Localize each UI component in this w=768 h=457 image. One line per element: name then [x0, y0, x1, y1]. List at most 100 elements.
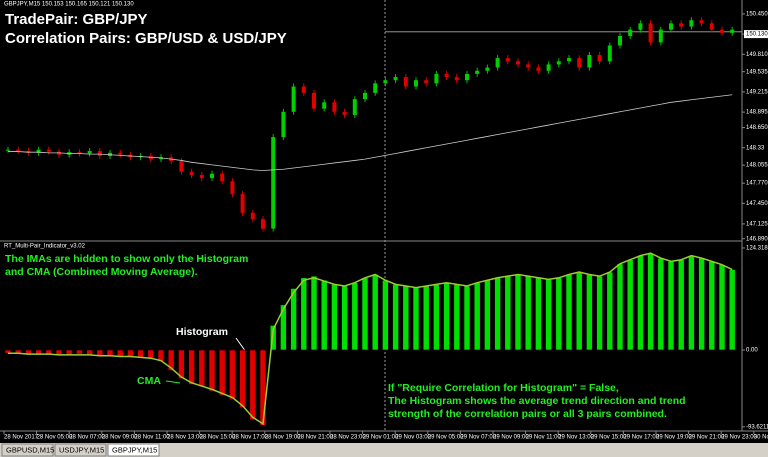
time-label: 29 Nov 07:00 — [460, 435, 496, 441]
histogram-bar — [616, 263, 624, 351]
candle — [352, 99, 357, 115]
time-label: 28 Nov 11:00 — [134, 435, 170, 441]
candle — [393, 77, 398, 81]
histogram-bar — [259, 349, 267, 426]
cma-label: CMA — [137, 375, 161, 387]
candle — [628, 29, 633, 36]
candle — [434, 73, 439, 84]
price-tick-label: 150.130 — [746, 32, 768, 38]
time-label: 29 Nov 15:00 — [591, 435, 627, 441]
histogram-bar — [463, 285, 471, 351]
histogram-bar — [127, 349, 134, 357]
histogram-label: Histogram — [176, 326, 228, 338]
indicator-name: RT_Multi-Pair_Indicator_v3.02 — [4, 244, 86, 250]
histogram-bar — [667, 261, 675, 351]
histogram-bar — [728, 269, 736, 351]
histogram-bar — [382, 279, 389, 351]
time-label: 29 Nov 11:00 — [526, 435, 562, 441]
candle — [669, 23, 673, 30]
candle — [444, 73, 449, 78]
tab[interactable] — [1, 443, 54, 457]
candle — [46, 149, 51, 152]
histogram-bar — [524, 275, 532, 351]
time-label: 28 Nov 09:00 — [102, 435, 138, 441]
candle — [526, 64, 531, 68]
histogram-bar — [402, 285, 410, 351]
candle — [210, 173, 214, 179]
price-highlight — [744, 30, 768, 39]
price-tick-label: 148.055 — [746, 163, 768, 169]
histogram-bar — [371, 274, 379, 351]
candle — [618, 36, 622, 46]
price-tick-label: 149.215 — [746, 89, 768, 95]
candle — [281, 111, 286, 138]
candle — [240, 193, 245, 213]
indicator-tick-label: -93.62118 — [746, 424, 768, 430]
candle — [342, 111, 347, 115]
time-label: 29 Nov 01:00 — [363, 435, 399, 441]
histogram-bar — [188, 349, 195, 385]
histogram-bar — [433, 284, 440, 351]
candle — [230, 181, 235, 194]
candle — [679, 23, 684, 27]
histogram-bar — [45, 349, 53, 356]
histogram-bar — [596, 275, 603, 351]
tab-label[interactable]: GBPJPY,M15 — [112, 445, 157, 454]
candle — [403, 77, 408, 87]
price-tick-label: 147.125 — [746, 221, 768, 227]
title: TradePair: GBP/JPY — [5, 11, 148, 28]
candle — [189, 171, 194, 175]
candle — [16, 149, 21, 151]
histogram-bar — [239, 349, 246, 408]
histogram-bar — [657, 257, 665, 351]
histogram-bar — [249, 349, 257, 421]
time-label: 29 Nov 21:00 — [689, 435, 725, 441]
tab-bar — [0, 443, 768, 457]
tab-label[interactable]: GBPUSD,M15 — [6, 445, 54, 454]
histogram-bar — [443, 282, 450, 351]
histogram-bar — [106, 349, 114, 357]
candle — [587, 54, 592, 68]
histogram-bar — [626, 259, 634, 351]
price-tick-label: 148.650 — [746, 125, 768, 131]
candle — [495, 58, 500, 68]
time-label: 28 Nov 17:00 — [232, 435, 268, 441]
candle — [607, 45, 612, 62]
time-label: 29 Nov 05:00 — [428, 435, 464, 441]
tab[interactable] — [107, 443, 160, 457]
histogram-bar — [718, 264, 726, 351]
tab[interactable] — [54, 443, 107, 457]
candle — [36, 149, 41, 153]
candle — [179, 161, 184, 172]
tab-label[interactable]: USDJPY,M15 — [59, 445, 104, 454]
candle — [567, 58, 571, 62]
histogram-bar — [484, 279, 491, 351]
candle — [414, 80, 418, 87]
time-label: 30 Nov 01:00 — [754, 435, 768, 441]
candle — [424, 80, 429, 84]
histogram-bar — [606, 271, 614, 351]
candle — [730, 29, 735, 33]
candle — [546, 64, 551, 71]
time-label: 29 Nov 19:00 — [656, 435, 692, 441]
candle — [709, 23, 714, 30]
time-label: 28 Nov 15:00 — [200, 435, 236, 441]
candle — [77, 152, 82, 154]
histogram-bar — [341, 285, 348, 351]
histogram-bar — [361, 277, 369, 351]
candle — [454, 77, 459, 81]
symbol-info: GBPJPY,M15 150.153 150.165 150.121 150.1… — [4, 2, 134, 8]
histogram-arrow — [235, 337, 247, 353]
histogram-bar — [76, 349, 83, 355]
histogram-bar — [331, 284, 338, 351]
candle — [689, 20, 694, 27]
candle — [658, 29, 663, 43]
note-line: The IMAs are hidden to show only the His… — [5, 253, 248, 265]
candle — [465, 73, 469, 81]
candle — [516, 61, 520, 65]
candle — [322, 102, 327, 109]
histogram-bar — [218, 349, 226, 396]
time-label: 28 Nov 07:00 — [69, 435, 105, 441]
indicator-tick-label: 0.00 — [746, 348, 758, 354]
